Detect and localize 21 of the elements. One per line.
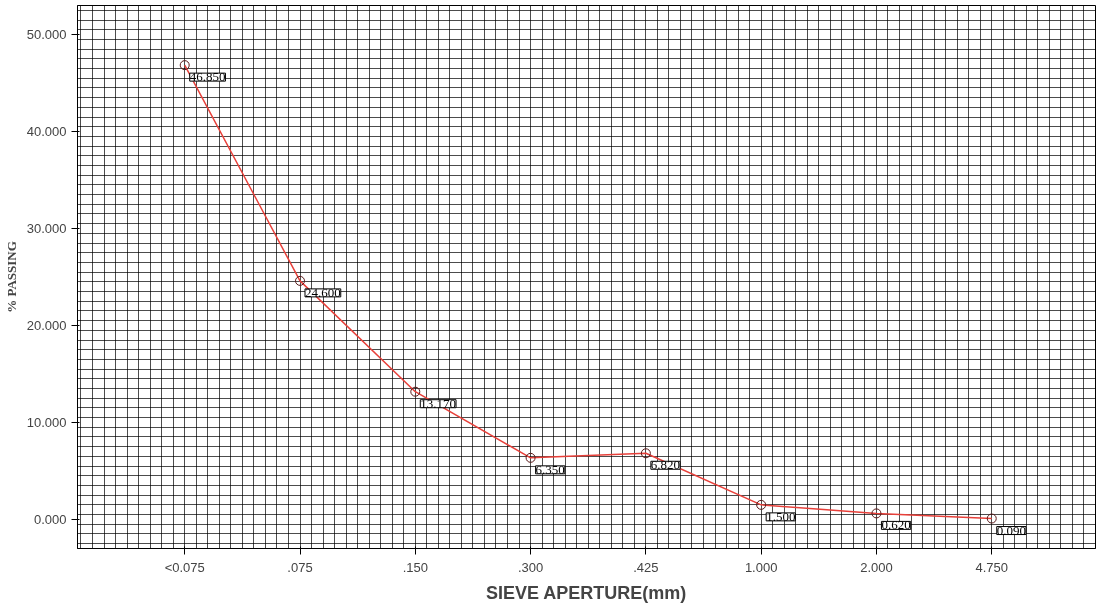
y-tick-label: 10.000 [26,414,67,430]
y-tick-label: 50.000 [26,27,67,43]
x-tick-label: .150 [402,559,428,575]
x-tick-label: .425 [633,559,659,575]
x-tick-label: .300 [517,559,544,575]
y-tick-label: 0.000 [33,511,67,527]
x-tick-label: .075 [287,559,313,575]
y-tick-label: 20.000 [26,317,67,333]
y-tick-label: 40.000 [26,124,67,140]
x-tick-label: 2.000 [860,559,893,575]
y-tick-label: 30.000 [26,221,67,237]
data-label: 6.820 [650,457,681,473]
x-tick-label: 4.750 [975,559,1009,575]
data-label: 13.170 [420,395,457,411]
data-label: 0.090 [996,522,1026,538]
y-axis-title: % PASSING [3,241,19,313]
data-label: 46.850 [189,69,226,85]
data-label: 1.500 [766,508,796,524]
x-axis-title: SIEVE APERTURE(mm) [485,582,687,603]
x-tick-label: <0.075 [164,559,205,575]
x-tick-label: 1.000 [744,559,778,575]
